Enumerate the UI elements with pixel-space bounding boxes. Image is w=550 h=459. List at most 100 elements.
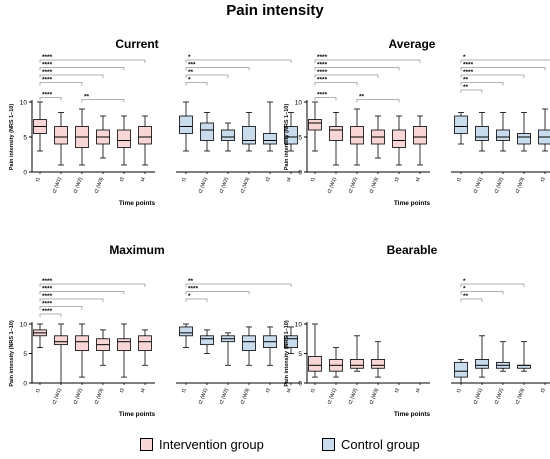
x-axis-label: Time points [394,200,431,207]
x-tick-label: t4 [286,176,293,182]
legend-swatch-intervention [140,438,153,451]
significance-bracket [39,283,146,287]
significance-label: ** [188,69,194,76]
y-tick-label: 5 [298,135,302,142]
y-tick-label: 0 [23,170,27,177]
significance-label: * [188,293,191,300]
x-tick-label: t2 (W2) [73,176,84,194]
box [350,358,364,369]
x-tick-label: t2 (W2) [348,387,359,405]
significance-bracket [356,99,400,103]
significance-label: ** [188,278,194,285]
significance-bracket [185,74,229,78]
significance-label: * [463,278,466,285]
significance-bracket [39,97,62,101]
x-tick-label: t2 (W1) [327,176,338,194]
significance-bracket [39,313,62,317]
significance-label: **** [317,62,328,69]
significance-bracket [39,67,125,71]
y-axis-label: Pain intensity (NRS 1–10) [9,104,15,170]
x-tick-label: t3 [394,387,401,393]
x-tick-label: t1 [35,387,42,393]
x-tick-label: t2 (W3) [515,387,526,405]
legend-item-intervention: Intervention group [140,437,264,452]
x-tick-label: t2 (W3) [94,176,105,194]
box [517,133,531,145]
y-tick-label: 10 [295,100,303,107]
x-tick-label: t3 [119,176,126,182]
x-tick-label: t1 [310,176,317,182]
significance-label: **** [42,54,53,61]
significance-bracket [460,291,504,295]
significance-label: **** [42,92,53,99]
significance-label: **** [42,301,53,308]
significance-bracket [39,74,104,78]
significance-label: * [463,54,466,61]
significance-bracket [185,283,292,287]
box [392,129,406,148]
significance-bracket [460,67,546,71]
x-tick-label: t3 [394,176,401,182]
significance-bracket [314,97,337,101]
significance-bracket [460,89,483,93]
y-tick-label: 0 [298,170,302,177]
significance-label: **** [42,77,53,84]
significance-bracket [314,74,379,78]
significance-label: ** [463,84,469,91]
significance-bracket [460,298,483,302]
box [54,335,68,346]
significance-label: * [188,77,191,84]
x-tick-label: t1 [456,176,463,182]
box [200,335,214,346]
x-tick-label: t2 (W1) [473,176,484,194]
x-tick-label: t2 (W2) [494,387,505,405]
y-tick-label: 5 [298,351,302,358]
box [179,326,193,337]
panel-title: Bearable [387,243,438,257]
significance-label: **** [42,62,53,69]
chart-maximum: Maximum 0 5 10 Pain intensity (NRS 1–10) t1 t2… [9,243,301,418]
x-tick-label: t3 [119,387,126,393]
legend-swatch-control [322,438,335,451]
chart-current: Current 0 5 10 Pain intensity (NRS 1–10) t1 t2… [9,37,301,207]
box [54,126,68,145]
panel-title: Maximum [109,243,164,257]
box [371,358,385,369]
significance-label: **** [42,286,53,293]
x-tick-label: t1 [35,176,42,182]
x-tick-label: t4 [140,387,147,393]
x-tick-label: t1 [181,387,188,393]
x-tick-label: t1 [456,387,463,393]
box [413,126,427,145]
box [221,129,235,141]
y-tick-label: 0 [23,381,27,388]
x-tick-label: t3 [265,176,272,182]
significance-label: ** [463,293,469,300]
legend-label-intervention: Intervention group [159,437,264,452]
significance-label: **** [42,69,53,76]
significance-bracket [39,298,104,302]
x-tick-label: t1 [181,176,188,182]
significance-bracket [81,99,125,103]
significance-label: **** [317,77,328,84]
x-tick-label: t4 [415,176,422,182]
significance-bracket [460,283,525,287]
box [117,129,131,148]
box [308,119,322,131]
y-tick-label: 10 [20,100,28,107]
x-tick-label: t2 (W3) [240,387,251,405]
box [308,356,322,372]
x-tick-label: t2 (W2) [348,176,359,194]
significance-label: **** [317,69,328,76]
x-axis-label: Time points [394,411,431,418]
legend-item-control: Control group [322,437,420,452]
x-tick-label: t3 [265,387,272,393]
significance-bracket [460,59,550,63]
x-tick-label: t2 (W1) [198,387,209,405]
significance-bracket [185,298,208,302]
significance-label: **** [42,308,53,315]
box [284,335,298,349]
significance-label: **** [317,54,328,61]
y-tick-label: 5 [23,135,27,142]
significance-label: ** [463,77,469,84]
